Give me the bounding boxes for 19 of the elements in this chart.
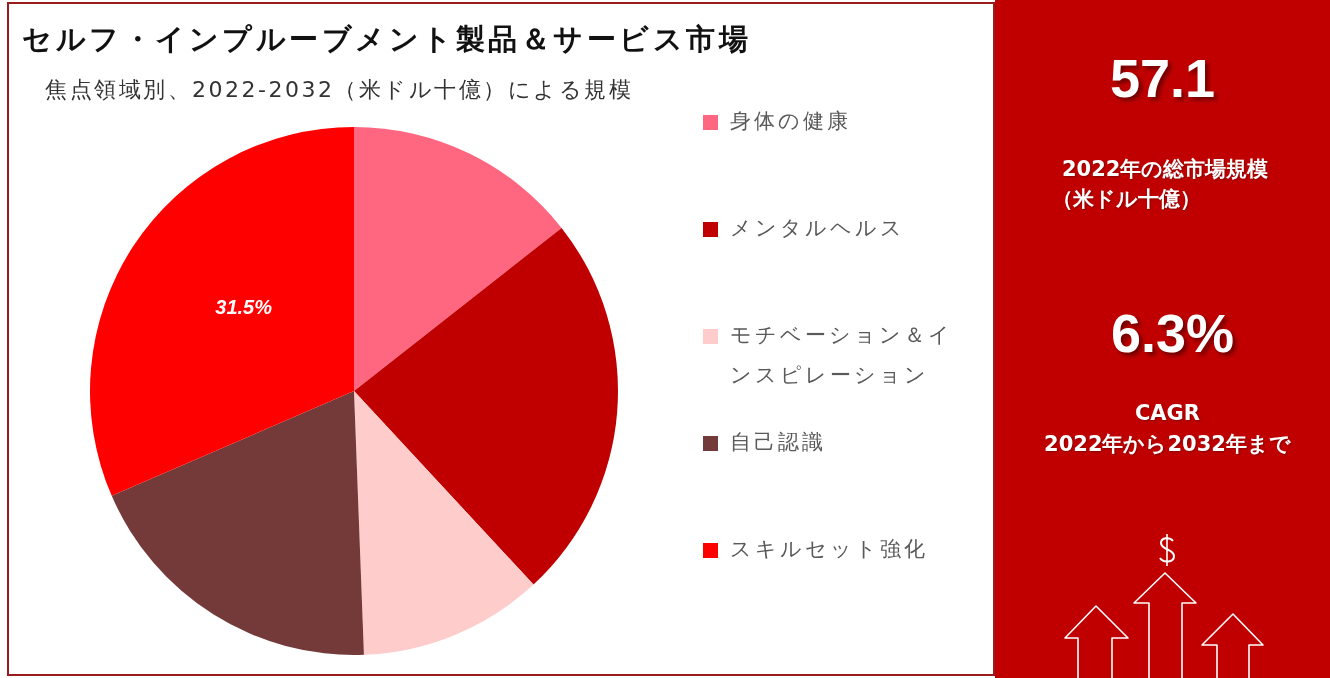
legend-label: スキルセット強化 — [730, 537, 928, 561]
legend-label: モチベーション＆インスピレーション — [730, 323, 953, 387]
text: CAGR — [1134, 401, 1201, 426]
text: （米ドル十億） — [1052, 187, 1201, 212]
chart-title: セルフ・インプルーブメント製品＆サービス市場 — [22, 22, 751, 56]
text: 57.1 — [1109, 47, 1216, 108]
data-label: 31.5% — [215, 295, 273, 318]
pie-slice — [354, 127, 562, 391]
legend-label: 身体の健康 — [730, 109, 851, 133]
text: 2022年から2032年まで — [1044, 432, 1291, 457]
chart-subtitle: 焦点領域別、2022-2032（米ドル十億）による規模 — [45, 77, 634, 102]
text: 6.3% — [1110, 302, 1235, 363]
pie-slice — [354, 227, 618, 585]
pie-slice — [111, 391, 364, 655]
pie-slice — [354, 391, 534, 655]
text: 2022年の総市場規模 — [1062, 157, 1269, 182]
legend-label: 自己認識 — [730, 430, 826, 454]
legend-label: メンタルヘルス — [730, 216, 905, 240]
pie-slice — [90, 127, 354, 496]
